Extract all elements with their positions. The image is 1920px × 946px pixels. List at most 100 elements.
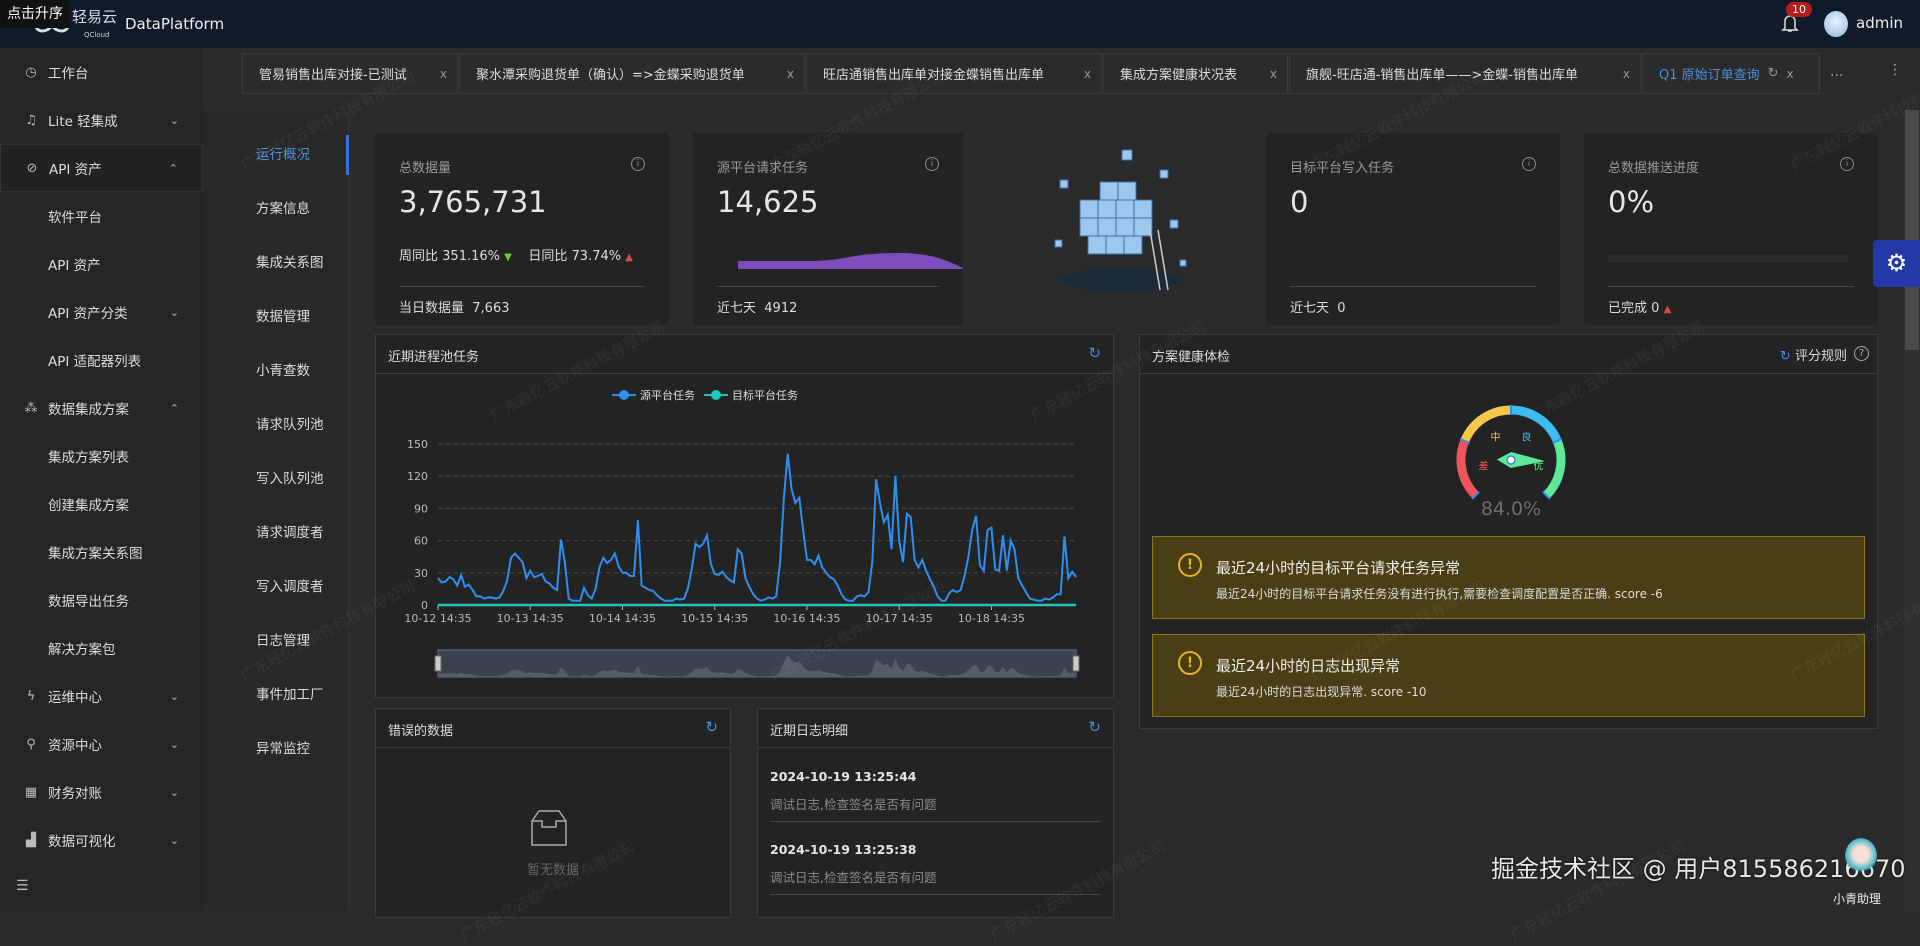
refresh-icon[interactable]: ↻ <box>1779 349 1791 364</box>
log-item[interactable]: 2024-10-19 13:25:44 调试日志,检查签名是否有问题 <box>770 749 1101 822</box>
info-icon[interactable]: i <box>1840 157 1854 171</box>
alert-target-tasks: ! 最近24小时的目标平台请求任务异常 最近24小时的目标平台请求任务没有进行执… <box>1152 536 1865 619</box>
submenu-item[interactable]: 异常监控 <box>256 741 310 757</box>
sidebar-item[interactable]: ⚲ 资源中心 ⌄ <box>0 720 203 768</box>
sidebar-item[interactable]: ▟ 数据可视化 ⌄ <box>0 816 203 864</box>
tab[interactable]: 聚水潭采购退货单（确认）=>金蝶采购退货单 x <box>459 53 805 94</box>
scrollbar-thumb[interactable] <box>1905 110 1919 350</box>
sidebar-item[interactable]: ▦ 财务对账 ⌄ <box>0 768 203 816</box>
sidebar-item[interactable]: 创建集成方案 <box>0 480 203 528</box>
submenu-item[interactable]: 请求调度者 <box>256 525 324 541</box>
log-item[interactable]: 2024-10-19 13:25:38 调试日志,检查签名是否有问题 <box>770 822 1101 895</box>
refresh-icon[interactable]: ↻ <box>705 718 718 736</box>
up-triangle-icon: ▲ <box>625 252 633 263</box>
legend-marker[interactable] <box>711 390 721 400</box>
info-icon[interactable]: i <box>925 157 939 171</box>
close-icon[interactable]: x <box>1269 66 1277 81</box>
submenu-item[interactable]: 请求队列池 <box>256 417 324 433</box>
sidebar-item[interactable]: ⁂ 数据集成方案 ⌃ <box>0 384 203 432</box>
user-name[interactable]: admin <box>1856 14 1903 32</box>
chevron-down-icon[interactable]: ⌄ <box>169 689 179 703</box>
sidebar-item[interactable]: 集成方案列表 <box>0 432 203 480</box>
chevron-down-icon[interactable]: ⌄ <box>169 785 179 799</box>
sidebar-item-label: 财务对账 <box>48 786 102 802</box>
tab[interactable]: Q1 原始订单查询 ↻ x <box>1642 53 1820 94</box>
panel-header: 近期日志明细 ↻ <box>758 709 1113 748</box>
top-bar <box>0 0 1920 48</box>
chevron-up-icon[interactable]: ⌃ <box>169 401 179 415</box>
tabs-menu-icon[interactable]: ⋮ <box>1888 62 1902 78</box>
tab[interactable]: 集成方案健康状况表 x <box>1103 53 1288 94</box>
tab[interactable]: 管易销售出库对接-已测试 x <box>242 53 458 94</box>
gauge-tick <box>1459 438 1470 444</box>
submenu-item[interactable]: 日志管理 <box>256 633 310 649</box>
rules-label[interactable]: 评分规则 <box>1794 349 1847 364</box>
submenu-item[interactable]: 写入队列池 <box>256 471 324 487</box>
dod-label: 日同比 <box>528 249 568 264</box>
tab[interactable]: 旺店通销售出库单对接金蝶销售出库单 x <box>806 53 1102 94</box>
sidebar-item[interactable]: ⊘ API 资产 ⌃ <box>0 144 203 192</box>
sidebar-item[interactable]: 解决方案包 <box>0 624 203 672</box>
sidebar-item-label: 工作台 <box>48 66 89 82</box>
wow-value: 351.16% <box>442 249 500 264</box>
sidebar-item[interactable]: API 资产分类 ⌄ <box>0 288 203 336</box>
submenu-item[interactable]: 小青查数 <box>256 363 310 379</box>
tab[interactable]: 旗舰-旺店通-销售出库单——>金蝶-销售出库单 x <box>1289 53 1641 94</box>
sidebar-item[interactable]: ϟ 运维中心 ⌄ <box>0 672 203 720</box>
card-value: 0% <box>1608 185 1655 219</box>
submenu-item[interactable]: 事件加工厂 <box>256 687 324 703</box>
chevron-down-icon[interactable]: ⌄ <box>169 737 179 751</box>
close-icon[interactable]: x <box>439 66 447 81</box>
info-icon[interactable]: i <box>1522 157 1536 171</box>
submenu-item[interactable]: 写入调度者 <box>256 579 324 595</box>
x-tick-label: 10-12 14:35 <box>404 612 471 625</box>
sidebar-item[interactable]: API 资产 <box>0 240 203 288</box>
card-footer: 近七天 4912 <box>717 297 797 316</box>
refresh-icon[interactable]: ↻ <box>1088 718 1101 736</box>
chevron-down-icon[interactable]: ⌄ <box>169 113 179 127</box>
datazoom-handle[interactable] <box>434 655 442 672</box>
chevron-down-icon[interactable]: ⌄ <box>169 305 179 319</box>
gauge-segment <box>1510 405 1562 443</box>
sidebar-item[interactable]: 软件平台 <box>0 192 203 240</box>
user-avatar[interactable] <box>1824 11 1848 37</box>
close-icon[interactable]: x <box>786 66 794 81</box>
scoring-rules-link[interactable]: ↻ 评分规则 <box>1780 345 1847 364</box>
y-tick-label: 30 <box>414 567 428 580</box>
sidebar-item-label: Lite 轻集成 <box>48 114 118 130</box>
legend-marker[interactable] <box>619 390 629 400</box>
submenu-item[interactable]: 运行概况 <box>256 147 310 163</box>
submenu-item[interactable]: 数据管理 <box>256 309 310 325</box>
sidebar-item[interactable]: ♫ Lite 轻集成 ⌄ <box>0 96 203 144</box>
chevron-down-icon[interactable]: ⌄ <box>169 833 179 847</box>
sidebar-item[interactable]: 集成方案关系图 <box>0 528 203 576</box>
close-icon[interactable]: x <box>1786 66 1794 81</box>
logo-text: 轻易云 <box>72 8 118 26</box>
x-tick-label: 10-16 14:35 <box>773 612 840 625</box>
refresh-icon[interactable]: ↻ <box>1088 344 1101 362</box>
sidebar-item[interactable]: API 适配器列表 <box>0 336 203 384</box>
settings-gear-button[interactable]: ⚙ <box>1873 240 1920 287</box>
info-icon[interactable]: i <box>631 157 645 171</box>
refresh-icon[interactable]: ↻ <box>1767 66 1779 81</box>
sidebar-item[interactable]: ◷ 工作台 <box>0 48 203 96</box>
submenu-item[interactable]: 方案信息 <box>256 201 310 217</box>
legend-label[interactable]: 源平台任务 <box>640 388 695 402</box>
collapse-menu-icon[interactable]: ☰ <box>16 878 29 894</box>
submenu-item[interactable]: 集成关系图 <box>256 255 324 271</box>
tabs-more-button[interactable]: ... <box>1830 64 1844 80</box>
legend-label[interactable]: 目标平台任务 <box>732 388 798 402</box>
assistant-avatar[interactable] <box>1845 838 1877 874</box>
bell-icon: ♫ <box>25 112 37 128</box>
close-icon[interactable]: x <box>1083 66 1091 81</box>
sidebar-item-label: API 适配器列表 <box>48 354 142 370</box>
datazoom-handle[interactable] <box>1072 655 1080 672</box>
chevron-up-icon[interactable]: ⌃ <box>168 161 178 175</box>
sidebar-item[interactable]: 数据导出任务 <box>0 576 203 624</box>
close-icon[interactable]: x <box>1622 66 1630 81</box>
assistant-label[interactable]: 小青助理 <box>1833 892 1882 906</box>
help-icon[interactable]: ? <box>1854 346 1869 361</box>
card-value: 0 <box>1290 185 1309 219</box>
chart-icon: ▟ <box>26 832 36 848</box>
footer-value: 7,663 <box>472 301 510 316</box>
